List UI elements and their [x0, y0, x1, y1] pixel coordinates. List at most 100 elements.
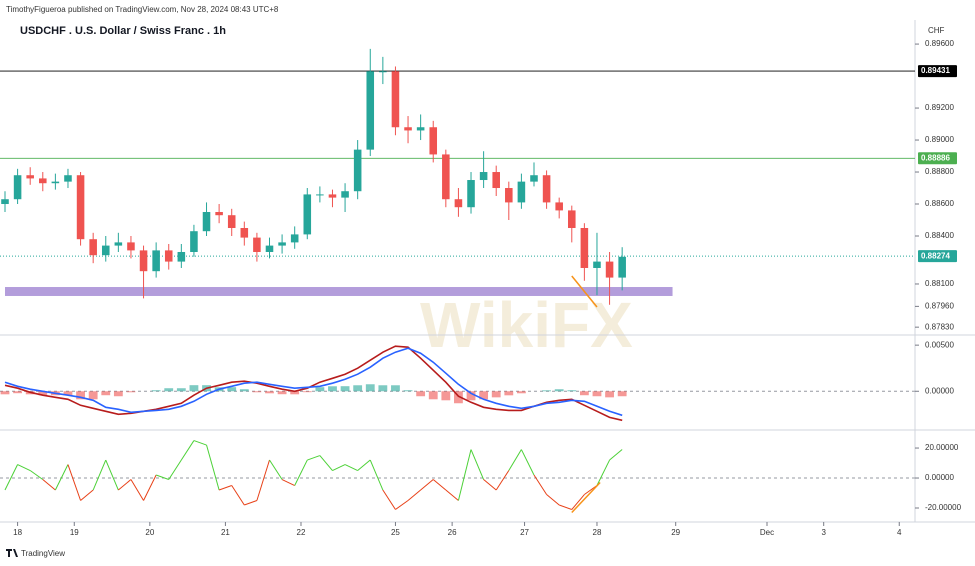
candle-body — [454, 199, 463, 208]
trendline — [571, 275, 598, 308]
oscillator-segment — [180, 440, 195, 461]
candle-body — [253, 237, 261, 252]
histogram-bar — [454, 391, 463, 404]
candle-body — [366, 71, 375, 150]
candle-body — [76, 175, 85, 240]
oscillator-segment — [105, 459, 119, 491]
candle-body — [51, 181, 60, 184]
oscillator-segment — [559, 504, 572, 510]
candle-body — [265, 245, 274, 252]
y-tick-label: 0.88400 — [925, 231, 954, 240]
oscillator-segment — [520, 449, 535, 476]
candle-body — [26, 175, 34, 179]
price-label-box — [918, 65, 957, 78]
histogram-bar — [554, 389, 564, 392]
oscillator-segment — [269, 459, 283, 480]
candle-body — [190, 231, 198, 252]
histogram-bar — [353, 385, 363, 392]
histogram-bar — [0, 391, 10, 395]
histogram-bar — [76, 391, 85, 400]
candle-body — [391, 71, 400, 128]
y-tick-label: 0.00000 — [925, 386, 954, 395]
candle-body — [278, 242, 286, 246]
currency-label: CHF — [928, 26, 945, 35]
x-tick-label: 18 — [13, 528, 22, 537]
price-label-box — [918, 152, 957, 165]
y-tick-label: 0.87960 — [925, 301, 954, 310]
histogram-bar — [605, 391, 614, 398]
candle-body — [240, 228, 249, 238]
candle-body — [618, 256, 626, 278]
oscillator-segment — [382, 489, 396, 510]
price-label: 0.89431 — [921, 66, 950, 75]
oscillator-segment — [244, 500, 258, 506]
oscillator-segment — [357, 459, 371, 471]
y-tick-label: 0.88100 — [925, 279, 954, 288]
x-tick-label: 4 — [897, 528, 902, 537]
x-tick-label: 25 — [391, 528, 400, 537]
oscillator-segment — [193, 440, 207, 446]
candle-body — [290, 234, 299, 243]
oscillator-segment — [332, 464, 346, 471]
candle-body — [341, 191, 349, 198]
oscillator-segment — [67, 464, 82, 501]
oscillator-segment — [369, 459, 384, 491]
candle-body — [202, 212, 211, 232]
watermark: WikiFX — [420, 289, 633, 361]
candle-body — [505, 188, 513, 203]
oscillator-segment — [470, 449, 485, 480]
oscillator-segment — [407, 489, 421, 501]
histogram-bar — [265, 391, 274, 394]
histogram-bar — [391, 385, 400, 392]
histogram-bar — [63, 391, 73, 396]
candle-body — [215, 212, 223, 216]
oscillator-segment — [118, 479, 132, 491]
oscillator-segment — [155, 474, 169, 480]
oscillator-segment — [206, 444, 220, 491]
x-tick-label: 20 — [145, 528, 154, 537]
histogram-bar — [227, 387, 237, 392]
oscillator-segment — [483, 479, 497, 491]
price-label-box — [918, 250, 957, 263]
oscillator-segment — [92, 459, 107, 491]
price-label: 0.88886 — [921, 153, 950, 162]
candle-body — [39, 178, 47, 184]
oscillator-segment — [420, 479, 434, 491]
x-tick-label: 29 — [671, 528, 680, 537]
macd-line — [4, 345, 623, 422]
candle-body — [177, 251, 186, 262]
candle-body — [89, 239, 97, 256]
x-tick-label: 26 — [448, 528, 457, 537]
histogram-bar — [189, 385, 199, 392]
logo-mark — [6, 549, 18, 557]
histogram-bar — [491, 391, 501, 398]
price-label: 0.88274 — [921, 251, 950, 260]
histogram-bar — [176, 388, 186, 392]
candle-body — [593, 261, 601, 268]
candle-body — [542, 175, 551, 203]
histogram-bar — [579, 391, 589, 396]
candle-body — [429, 127, 438, 155]
histogram-bar — [416, 391, 426, 397]
histogram-bar — [365, 384, 375, 392]
publisher-line: TimothyFigueroa published on TradingView… — [6, 5, 279, 14]
candle-body — [404, 127, 412, 131]
y-tick-label: 0.00500 — [925, 340, 954, 349]
oscillator-segment — [609, 449, 623, 461]
candle-body — [492, 172, 500, 189]
candle-body — [13, 175, 22, 200]
histogram-bar — [126, 391, 136, 393]
candle-body — [467, 180, 475, 208]
candle-body — [152, 250, 160, 272]
oscillator-segment — [80, 489, 94, 501]
histogram-bar — [592, 391, 602, 397]
oscillator-segment — [29, 470, 44, 480]
oscillator-segment — [17, 464, 31, 471]
oscillator-segment — [457, 449, 472, 501]
oscillator-segment — [307, 455, 321, 461]
histogram-bar — [441, 391, 451, 401]
oscillator-segment — [281, 479, 295, 486]
candle-body — [114, 242, 123, 246]
